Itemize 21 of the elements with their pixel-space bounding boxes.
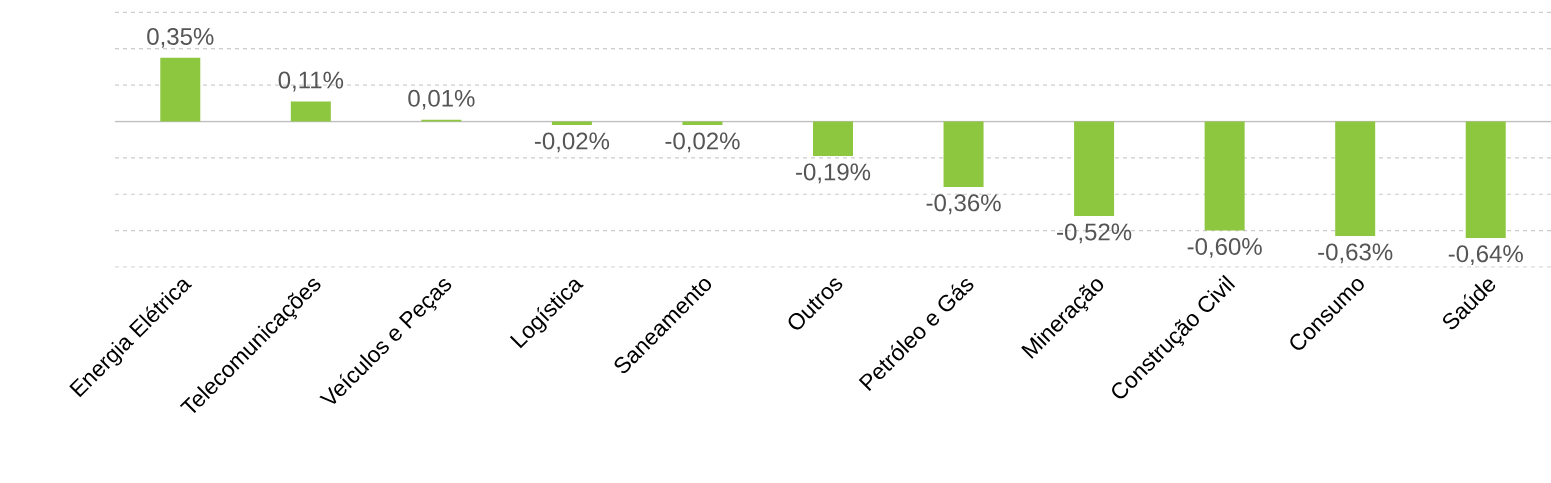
data-label: -0,60% — [1187, 237, 1262, 258]
bar — [1204, 121, 1245, 231]
data-label: -0,52% — [1057, 223, 1132, 244]
bar — [290, 101, 331, 122]
data-label: -0,02% — [534, 132, 610, 153]
bar — [160, 57, 201, 122]
bar — [943, 121, 984, 187]
data-label: -0,02% — [665, 132, 740, 153]
bar — [1465, 121, 1506, 238]
bar — [1074, 121, 1115, 217]
bar — [682, 121, 723, 126]
data-label: -0,36% — [926, 194, 1001, 215]
data-label: -0,19% — [796, 163, 871, 184]
bar — [1335, 121, 1376, 237]
data-label: 0,11% — [278, 71, 344, 92]
bar — [551, 121, 592, 126]
bar — [813, 121, 854, 157]
data-label: 0,35% — [147, 27, 214, 48]
data-label: -0,64% — [1448, 245, 1523, 266]
data-label: 0,01% — [408, 89, 475, 110]
data-label: -0,63% — [1318, 243, 1393, 264]
